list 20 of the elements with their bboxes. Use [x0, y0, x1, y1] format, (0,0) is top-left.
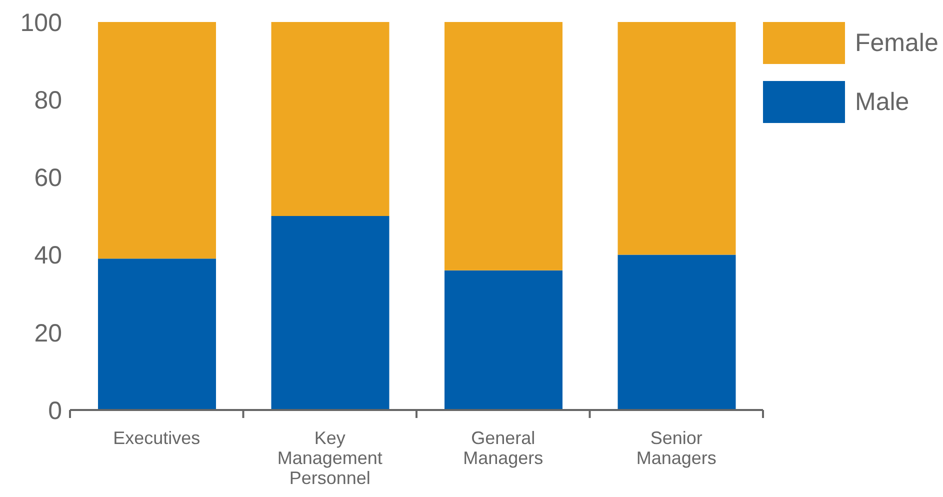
x-tick-label: Senior Managers [636, 428, 716, 468]
bar [444, 22, 562, 270]
bar [98, 258, 216, 410]
bar [618, 254, 736, 410]
bar [98, 22, 216, 259]
x-tick-label: Key Management Personnel [277, 428, 382, 488]
y-tick-label: 100 [20, 8, 62, 37]
y-tick-label: 60 [34, 164, 62, 192]
bar [444, 270, 562, 410]
legend-label: Female [855, 28, 938, 58]
x-tick-label: Executives [113, 428, 200, 448]
y-tick-label: 80 [34, 86, 62, 114]
y-tick-label: 40 [34, 242, 62, 270]
bar [271, 22, 390, 216]
y-tick-label: 20 [34, 319, 62, 348]
legend-label: Male [855, 88, 910, 116]
x-tick-label: General Managers [463, 428, 544, 468]
y-tick-label: 0 [48, 396, 62, 425]
bar [271, 216, 390, 410]
bar [618, 22, 736, 255]
